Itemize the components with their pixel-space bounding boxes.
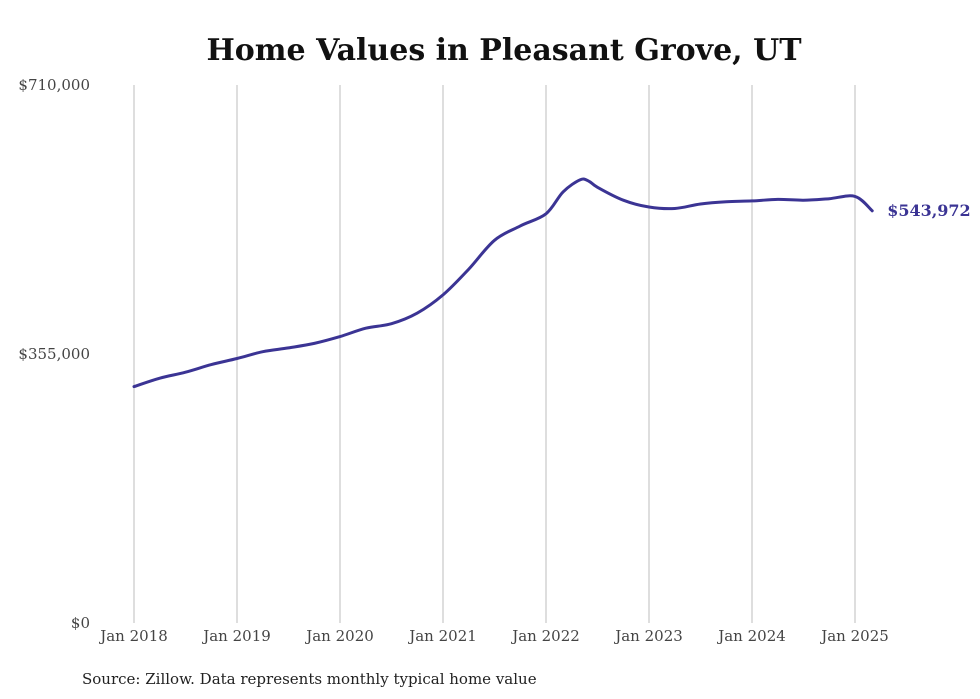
x-tick-label-1: Jan 2019 [201,627,271,645]
series-line-0 [132,177,874,389]
x-tick-label-7: Jan 2025 [819,627,889,645]
x-tick-label-0: Jan 2018 [98,627,168,645]
series-layer [132,177,874,389]
source-note: Source: Zillow. Data represents monthly … [82,670,537,688]
x-tick-label-2: Jan 2020 [304,627,374,645]
x-tick-label-3: Jan 2021 [407,627,477,645]
vertical-gridlines [133,85,856,623]
y-axis-tick-labels: $0 $355,000 $710,000 [18,76,90,632]
x-axis-tick-labels: Jan 2018 Jan 2019 Jan 2020 Jan 2021 Jan 2022… [98,627,889,645]
y-tick-label-0: $0 [71,614,90,632]
end-value-label: $543,972 [887,201,971,220]
x-tick-label-5: Jan 2023 [613,627,683,645]
chart-title: Home Values in Pleasant Grove, UT [206,33,802,68]
y-tick-label-1: $355,000 [18,345,90,363]
x-tick-label-6: Jan 2024 [716,627,786,645]
y-tick-label-2: $710,000 [18,76,90,94]
x-tick-label-4: Jan 2022 [510,627,580,645]
